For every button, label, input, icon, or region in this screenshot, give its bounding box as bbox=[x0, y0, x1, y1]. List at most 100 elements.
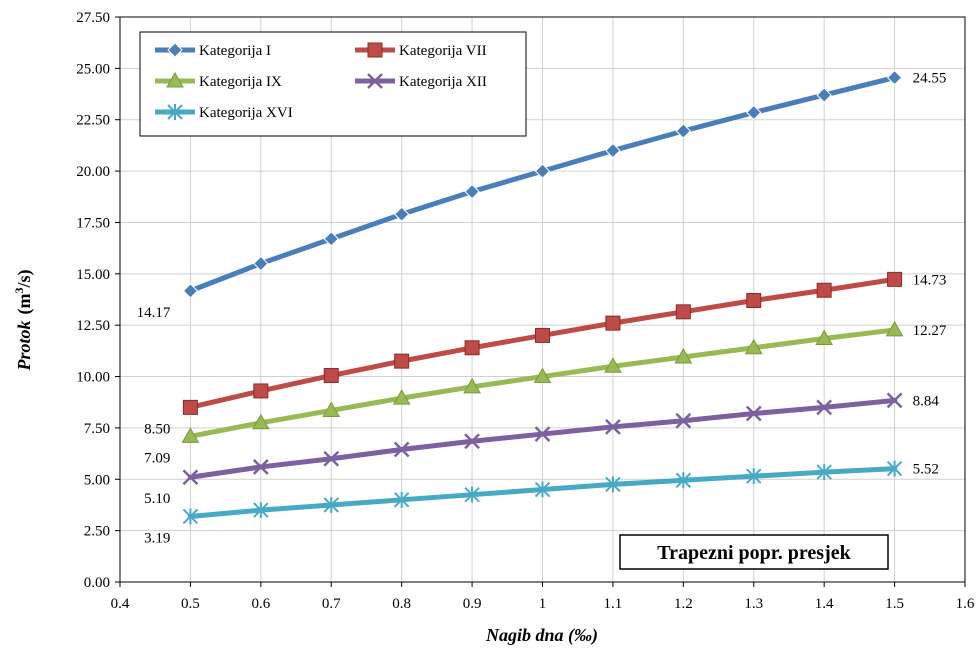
y-tick-label: 22.50 bbox=[76, 113, 110, 129]
data-point bbox=[605, 418, 621, 435]
data-label-first: 5.10 bbox=[144, 491, 170, 507]
data-point bbox=[605, 142, 621, 159]
legend-entry: Kategorija IX bbox=[155, 71, 282, 90]
y-tick-label: 10.00 bbox=[76, 370, 110, 386]
legend-swatch-marker bbox=[167, 42, 183, 58]
x-tick-label: 1.1 bbox=[604, 596, 623, 612]
x-tick-label: 1 bbox=[539, 596, 547, 612]
data-label-last: 12.27 bbox=[913, 323, 947, 339]
data-label-first: 7.09 bbox=[144, 450, 170, 466]
data-point bbox=[393, 491, 410, 508]
data-point bbox=[886, 392, 903, 409]
x-tick-label: 1.2 bbox=[674, 596, 693, 612]
data-point bbox=[392, 389, 411, 405]
y-tick-label: 20.00 bbox=[76, 164, 110, 180]
legend-swatch-marker bbox=[367, 42, 383, 58]
data-point bbox=[816, 282, 832, 298]
data-point bbox=[816, 399, 833, 416]
data-point bbox=[463, 377, 481, 394]
data-point bbox=[253, 502, 269, 519]
annotation-frame bbox=[619, 534, 889, 570]
data-point bbox=[886, 69, 903, 86]
y-axis-title-unit-pre: (m bbox=[14, 293, 35, 314]
data-point bbox=[182, 508, 199, 525]
series-1 bbox=[182, 69, 903, 299]
data-point bbox=[746, 468, 762, 485]
legend-label: Kategorija XVI bbox=[199, 105, 293, 121]
legend-label: Kategorija I bbox=[199, 43, 271, 59]
data-point bbox=[885, 320, 904, 337]
x-axis-ticks: 0.4 0.5 0.6 0.7 0.8 0.9 1 1.1 1.2 1.3 1.4 1.5 1.6 bbox=[111, 582, 975, 612]
y-tick-label: 5.00 bbox=[84, 472, 110, 488]
legend-entry: Kategorija VII bbox=[355, 42, 487, 59]
data-point bbox=[675, 123, 692, 139]
data-label-last: 8.84 bbox=[913, 393, 940, 409]
data-point bbox=[605, 476, 621, 493]
data-point bbox=[182, 469, 199, 486]
y-tick-label: 12.50 bbox=[76, 318, 110, 334]
data-point bbox=[746, 104, 762, 121]
annotation-text: Trapezni popr. presjek bbox=[657, 542, 851, 564]
series-4 bbox=[182, 392, 903, 486]
data-point bbox=[393, 206, 410, 222]
data-point bbox=[393, 441, 410, 458]
legend-swatch-marker bbox=[367, 73, 383, 89]
y-axis-title-main: Protok bbox=[14, 320, 34, 371]
legend-label: Kategorija XII bbox=[399, 74, 487, 90]
data-point bbox=[253, 255, 269, 272]
x-tick-label: 1.4 bbox=[815, 596, 834, 612]
data-point bbox=[394, 353, 410, 369]
data-point bbox=[252, 459, 269, 475]
data-label-first: 3.19 bbox=[144, 530, 170, 546]
data-point bbox=[464, 183, 480, 200]
x-axis-title: Nagib dna (‰) bbox=[485, 625, 598, 646]
data-label-last: 5.52 bbox=[913, 462, 939, 478]
series-2 bbox=[182, 271, 903, 415]
legend-box bbox=[139, 31, 527, 137]
y-tick-label: 7.50 bbox=[84, 421, 110, 437]
y-tick-label: 2.50 bbox=[84, 524, 110, 540]
y-tick-label: 17.50 bbox=[76, 215, 110, 231]
y-tick-label: 27.50 bbox=[76, 10, 110, 26]
x-tick-label: 0.8 bbox=[392, 596, 411, 612]
y-axis-title-unit-post: /s) bbox=[14, 269, 35, 288]
data-point bbox=[887, 271, 903, 287]
data-point bbox=[675, 412, 692, 429]
data-point bbox=[744, 338, 763, 355]
x-tick-label: 0.7 bbox=[322, 596, 341, 612]
legend-entry: Kategorija XVI bbox=[155, 104, 293, 121]
legend-label: Kategorija VII bbox=[399, 43, 487, 59]
data-point bbox=[746, 293, 762, 309]
y-axis-title: Protok (m3/s) bbox=[12, 269, 35, 371]
data-label-first: 14.17 bbox=[137, 305, 171, 321]
data-point bbox=[534, 426, 551, 442]
y-axis-title-unit-sup: 3 bbox=[12, 287, 26, 293]
data-point bbox=[816, 464, 832, 481]
y-tick-label: 15.00 bbox=[76, 267, 110, 283]
data-point bbox=[816, 87, 832, 103]
data-label-last: 24.55 bbox=[913, 71, 947, 87]
data-point bbox=[534, 163, 551, 179]
data-point bbox=[182, 283, 199, 299]
data-point bbox=[675, 472, 692, 489]
data-point bbox=[605, 315, 621, 331]
x-tick-label: 0.5 bbox=[181, 596, 200, 612]
data-point bbox=[323, 450, 340, 467]
data-point bbox=[322, 401, 341, 417]
legend: Kategorija I Kategorija VII Kategorija IX K… bbox=[139, 31, 527, 137]
data-point bbox=[674, 348, 693, 364]
data-point bbox=[323, 496, 339, 513]
legend-entry: Kategorija I bbox=[155, 42, 271, 59]
data-point bbox=[251, 413, 270, 430]
data-point bbox=[604, 357, 622, 373]
data-point bbox=[886, 460, 903, 477]
y-axis-ticks: 0.00 2.50 5.00 7.50 10.00 12.50 15.00 17.50 20.0… bbox=[76, 10, 120, 591]
data-point bbox=[815, 329, 834, 346]
legend-entry: Kategorija XII bbox=[355, 73, 487, 90]
data-point bbox=[464, 433, 480, 450]
data-point bbox=[253, 383, 269, 399]
x-tick-label: 1.3 bbox=[744, 596, 763, 612]
data-point bbox=[182, 399, 198, 415]
data-point bbox=[535, 327, 550, 343]
